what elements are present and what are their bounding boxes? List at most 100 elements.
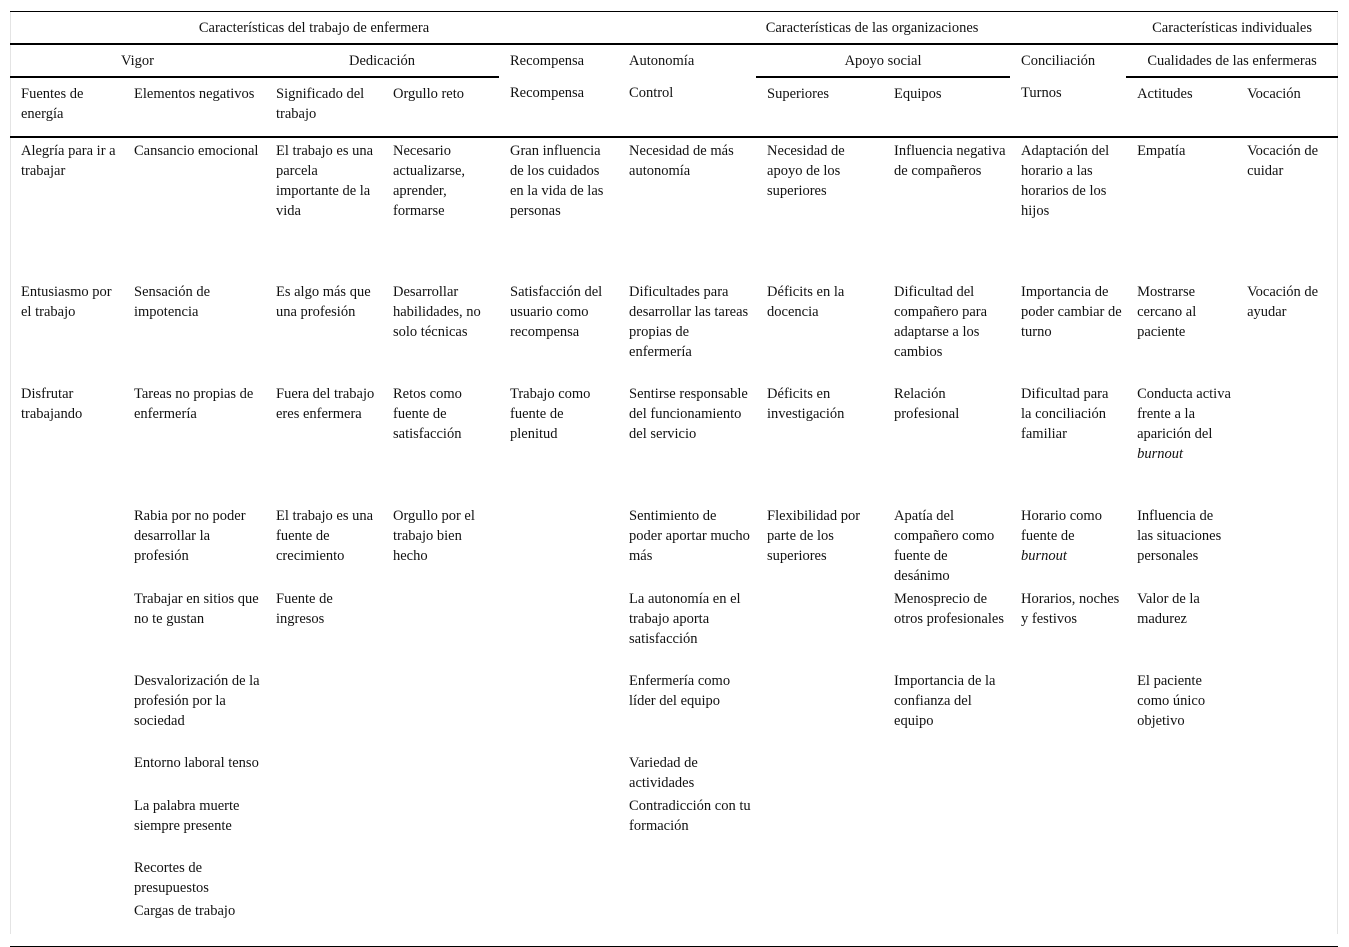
dimension-cualidades: Cualidades de las enfermeras bbox=[1126, 44, 1339, 78]
group-header-row: Características del trabajo de enfermera… bbox=[10, 11, 1339, 45]
table-row: Recortes de presupuestos bbox=[10, 855, 1338, 898]
table-cell: La autonomía en el trabajo aporta satisf… bbox=[629, 591, 741, 647]
table-cell bbox=[1010, 855, 1126, 898]
table-cell bbox=[883, 855, 1010, 898]
table-cell: Conducta activa frente a la aparición de… bbox=[1126, 381, 1236, 503]
table-cell bbox=[10, 793, 123, 855]
cell-text: Conducta activa frente a la aparición de… bbox=[1137, 386, 1231, 442]
table-cell: Dificultades para desarrollar las tareas… bbox=[629, 284, 749, 360]
dimension-conciliacion: Conciliación bbox=[1021, 53, 1096, 69]
column-header: Recompensa bbox=[499, 77, 619, 138]
table-cell: Empatía bbox=[1137, 143, 1186, 159]
dimension-header-row: Vigor Dedicación Recompensa Autonomía Ap… bbox=[10, 44, 1339, 78]
table-cell bbox=[10, 503, 123, 586]
table-cell bbox=[10, 586, 123, 668]
table-cell bbox=[10, 750, 123, 793]
table-cell bbox=[499, 586, 618, 668]
column-header: Actitudes bbox=[1126, 77, 1237, 138]
table-cell bbox=[1236, 503, 1338, 586]
table-row: Trabajar en sitios que no te gustan Fuent… bbox=[10, 586, 1338, 668]
table-cell bbox=[382, 750, 499, 793]
table-cell bbox=[756, 668, 883, 750]
table-cell: Enfermería como líder del equipo bbox=[629, 673, 731, 709]
table-cell bbox=[1010, 750, 1126, 793]
table-cell bbox=[756, 586, 883, 668]
table-cell: Valor de la madurez bbox=[1137, 591, 1200, 627]
table-cell bbox=[756, 750, 883, 793]
table-cell: Necesidad de apoyo de los superiores bbox=[767, 143, 845, 199]
table-cell: Importancia de la confianza del equipo bbox=[894, 673, 996, 729]
table-cell bbox=[756, 855, 883, 898]
table-cell: Entorno laboral tenso bbox=[134, 755, 259, 771]
table-cell: Menosprecio de otros profesionales bbox=[894, 591, 1004, 627]
table-cell bbox=[499, 750, 618, 793]
table-cell: Entusiasmo por el trabajo bbox=[21, 284, 112, 320]
table-cell: Horarios, noches y festivos bbox=[1021, 591, 1120, 627]
table-cell bbox=[756, 898, 884, 947]
dimension-dedicacion: Dedicación bbox=[265, 44, 499, 78]
table-cell: Fuente de ingresos bbox=[276, 591, 333, 627]
table-cell: La palabra muerte siempre presente bbox=[134, 798, 240, 834]
table-cell: Influencia de las situaciones personales bbox=[1137, 508, 1222, 564]
table-cell: Mostrarse cercano al paciente bbox=[1137, 284, 1197, 340]
table-cell bbox=[1236, 855, 1338, 898]
table-cell: Contradicción con tu formación bbox=[629, 798, 751, 834]
table-cell bbox=[10, 898, 123, 947]
table-cell bbox=[265, 668, 382, 750]
column-header: Control bbox=[618, 77, 757, 138]
dimension-recompensa: Recompensa bbox=[510, 53, 585, 69]
group-header-individual: Características individuales bbox=[1126, 11, 1339, 45]
table-cell: Flexibilidad por parte de los superiores bbox=[767, 508, 861, 564]
table-cell: Necesidad de más autonomía bbox=[629, 143, 734, 179]
table-cell: Retos como fuente de satisfacción bbox=[393, 386, 462, 442]
table-cell bbox=[1236, 381, 1338, 503]
table-cell: Importancia de poder cambiar de turno bbox=[1021, 284, 1122, 340]
table-cell bbox=[499, 668, 618, 750]
table-cell bbox=[1126, 855, 1236, 898]
column-header: Vocación bbox=[1236, 77, 1339, 138]
table-cell: Influencia negativa de compañeros bbox=[894, 143, 1006, 179]
column-header-row: Fuentes de energía Elementos negativos Sig… bbox=[10, 77, 1339, 138]
table-row: Entusiasmo por el trabajo Sensación de im… bbox=[10, 279, 1338, 381]
table-row: Entorno laboral tenso Variedad de activid… bbox=[10, 750, 1338, 793]
table-cell: Es algo más que una profesión bbox=[276, 284, 371, 320]
table-cell bbox=[1236, 898, 1339, 947]
table-cell: Disfrutar trabajando bbox=[21, 386, 83, 422]
table-row: Disfrutar trabajando Tareas no propias de… bbox=[10, 381, 1338, 503]
table-cell: El paciente como único objetivo bbox=[1137, 673, 1206, 729]
table-cell bbox=[499, 503, 618, 586]
column-header: Elementos negativos bbox=[123, 77, 265, 138]
table-cell bbox=[1236, 586, 1338, 668]
table-cell bbox=[265, 855, 382, 898]
column-header: Turnos bbox=[1010, 77, 1127, 138]
column-header: Significado del trabajo bbox=[265, 77, 382, 138]
table-cell: Sensación de impotencia bbox=[134, 284, 211, 320]
table-cell: Relación profesional bbox=[894, 386, 960, 422]
table-cell bbox=[382, 586, 499, 668]
table-cell: Recortes de presupuestos bbox=[134, 860, 209, 896]
table-cell: Trabajar en sitios que no te gustan bbox=[134, 591, 259, 627]
table-row: Alegría para ir a trabajar Cansancio emoc… bbox=[10, 137, 1338, 279]
table-cell bbox=[382, 855, 499, 898]
table-cell bbox=[265, 750, 382, 793]
results-table: Características del trabajo de enfermera… bbox=[10, 11, 1339, 947]
table-cell: Apatía del compañero como fuente de desá… bbox=[894, 508, 995, 584]
table-cell: Desarrollar habilidades, no solo técnica… bbox=[393, 284, 481, 340]
table-cell bbox=[499, 855, 618, 898]
dimension-vigor: Vigor bbox=[10, 44, 265, 78]
table-cell: Vocación de cuidar bbox=[1247, 143, 1319, 179]
cell-italic-term: burnout bbox=[1137, 446, 1183, 462]
cell-text: Horario como fuente de bbox=[1021, 508, 1102, 544]
table-cell bbox=[265, 898, 382, 947]
table-row: La palabra muerte siempre presente Contra… bbox=[10, 793, 1338, 855]
table-cell bbox=[1236, 793, 1338, 855]
table-cell bbox=[1010, 898, 1127, 947]
table-cell bbox=[1126, 750, 1236, 793]
table-cell: Dificultad del compañero para adaptarse … bbox=[894, 284, 988, 360]
table-cell bbox=[618, 898, 757, 947]
table-cell bbox=[10, 855, 123, 898]
table-cell bbox=[1126, 793, 1236, 855]
table-cell: Dificultad para la conciliación familiar bbox=[1021, 386, 1109, 442]
table-cell: Déficits en la docencia bbox=[767, 284, 845, 320]
table-cell: Gran influencia de los cuidados en la vi… bbox=[510, 143, 604, 219]
